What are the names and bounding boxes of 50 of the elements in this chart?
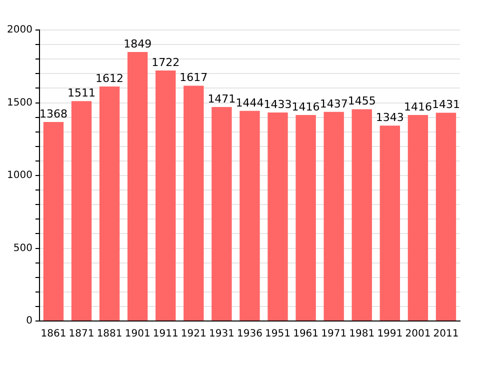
data-label: 1444 (236, 96, 264, 110)
x-tick-label: 1921 (180, 328, 206, 340)
bar (352, 109, 372, 320)
bar (156, 70, 176, 320)
x-tick-label: 1901 (124, 328, 150, 340)
x-tick-label: 1911 (152, 328, 178, 340)
data-label: 1849 (124, 37, 152, 50)
y-tick-label: 500 (13, 242, 32, 254)
x-tick-label: 1936 (237, 328, 262, 340)
data-label: 1416 (292, 100, 320, 114)
y-tick-label: 0 (26, 316, 32, 327)
x-tick-label: 1931 (208, 328, 234, 340)
bar (43, 122, 64, 320)
bar (408, 114, 428, 320)
bar (324, 112, 344, 320)
bar (436, 112, 456, 320)
bar (99, 86, 120, 320)
bar (212, 106, 232, 320)
x-tick-label: 1871 (68, 328, 94, 340)
x-tick-label: 1991 (377, 328, 403, 340)
data-label: 1617 (180, 71, 208, 84)
data-label: 1368 (39, 107, 68, 120)
y-tick-label: 1000 (6, 170, 32, 182)
y-tick-label: 1500 (6, 97, 32, 108)
x-tick-label: 1881 (96, 328, 122, 340)
bar (380, 126, 400, 320)
x-tick-label: 1971 (321, 328, 347, 340)
data-label: 1612 (96, 72, 124, 85)
data-label: 1471 (208, 92, 236, 106)
x-tick-label: 1961 (293, 328, 319, 340)
bar (268, 112, 288, 320)
bar (240, 110, 260, 320)
data-label: 1431 (432, 98, 460, 112)
x-tick-label: 1951 (265, 328, 290, 340)
x-tick-label: 2001 (405, 328, 431, 340)
data-label: 1722 (152, 56, 180, 69)
data-label: 1433 (264, 98, 292, 111)
data-label: 1416 (404, 100, 432, 114)
bar (184, 86, 204, 320)
y-tick-label: 2000 (6, 24, 32, 36)
bar (127, 52, 148, 320)
x-tick-label: 1861 (40, 328, 66, 340)
x-tick-label: 2011 (433, 328, 459, 340)
x-tick-label: 1981 (349, 328, 375, 340)
data-label: 1455 (348, 94, 376, 108)
data-label: 1511 (68, 86, 96, 100)
bar (71, 101, 92, 320)
data-label: 1343 (376, 110, 404, 124)
data-label: 1437 (320, 97, 348, 110)
bar (296, 114, 316, 320)
